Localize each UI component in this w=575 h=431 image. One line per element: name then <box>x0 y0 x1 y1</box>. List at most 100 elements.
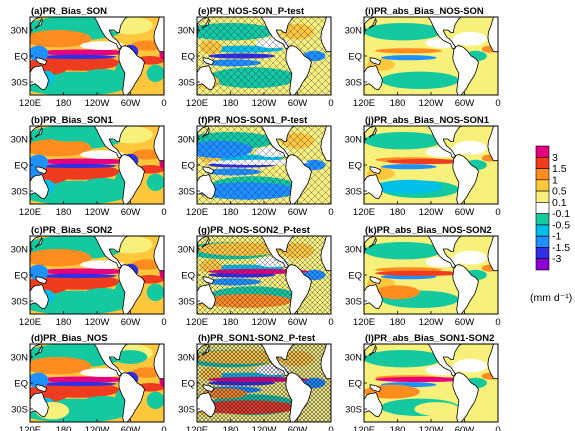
x-tick-label: 60W <box>121 98 141 109</box>
colorbar-label: 1 <box>552 174 558 186</box>
y-tick-label: 30N <box>11 26 29 37</box>
x-tick-label: 120E <box>353 425 375 431</box>
y-tick-label: 30S <box>178 78 195 89</box>
precip-field <box>364 344 498 422</box>
field-patch <box>375 285 420 300</box>
precip-field <box>364 17 498 95</box>
x-tick-label: 120W <box>419 98 444 109</box>
y-tick-label: EQ <box>181 161 195 172</box>
x-tick-label: 0 <box>495 425 500 431</box>
y-tick-label: 30S <box>178 187 195 198</box>
y-tick-label: EQ <box>14 161 28 172</box>
y-tick-label: 30N <box>345 353 363 364</box>
panel-title: (l)PR_abs_Bias_SON1-SON2 <box>365 333 494 344</box>
x-tick-label: 0 <box>328 317 333 328</box>
field-patch <box>80 396 125 414</box>
x-tick-label: 180 <box>390 207 406 218</box>
land-mask <box>30 126 164 204</box>
x-tick-label: 120E <box>186 98 208 109</box>
y-tick-label: 30N <box>11 135 29 146</box>
y-tick-label: EQ <box>14 379 28 390</box>
colorbar-segment <box>535 213 550 226</box>
x-tick-label: 120W <box>419 317 444 328</box>
y-tick-label: 30N <box>178 245 196 256</box>
x-tick-label: 120E <box>186 317 208 328</box>
x-tick-label: 180 <box>56 98 72 109</box>
y-tick-label: 30S <box>11 297 28 308</box>
colorbar-segment <box>535 156 550 169</box>
land-mask <box>364 17 498 95</box>
panel-title: (d)PR_Bias_NOS <box>31 333 108 344</box>
field-patch <box>386 158 465 165</box>
x-tick-label: 180 <box>390 425 406 431</box>
x-tick-label: 120E <box>19 207 41 218</box>
x-tick-label: 120E <box>19 317 41 328</box>
y-tick-label: EQ <box>348 161 362 172</box>
field-patch <box>146 283 164 301</box>
field-patch <box>375 179 443 194</box>
field-patch <box>375 270 465 276</box>
y-tick-label: EQ <box>14 271 28 282</box>
field-patch <box>453 250 487 265</box>
x-tick-label: 120W <box>419 207 444 218</box>
colorbar-segment <box>535 179 550 192</box>
field-patch <box>380 55 437 61</box>
x-tick-label: 120W <box>419 425 444 431</box>
precip-field <box>30 344 164 422</box>
land-mask <box>30 17 164 95</box>
x-tick-label: 60W <box>121 207 141 218</box>
x-tick-label: 120E <box>19 425 41 431</box>
colorbar-segment <box>535 168 550 181</box>
x-tick-label: 180 <box>223 425 239 431</box>
panel-title: (e)PR_NOS-SON_P-test <box>198 6 305 17</box>
colorbar-unit: (mm d⁻¹) <box>530 292 572 304</box>
y-tick-label: EQ <box>181 379 195 390</box>
field-patch <box>80 69 125 87</box>
precip-field <box>197 126 331 204</box>
y-tick-label: 30S <box>11 187 28 198</box>
land-mask <box>197 126 331 204</box>
precip-field <box>197 236 331 314</box>
x-tick-label: 180 <box>223 207 239 218</box>
x-tick-label: 180 <box>223 317 239 328</box>
precip-field <box>30 17 164 95</box>
x-tick-label: 120E <box>186 425 208 431</box>
land-mask <box>30 344 164 422</box>
x-tick-label: 180 <box>390 317 406 328</box>
y-tick-label: 30N <box>345 26 363 37</box>
significance-hatching <box>197 344 331 422</box>
y-tick-label: 30S <box>345 78 362 89</box>
x-tick-label: 0 <box>495 207 500 218</box>
y-tick-label: EQ <box>181 52 195 63</box>
y-tick-label: EQ <box>348 379 362 390</box>
field-patch <box>30 45 49 62</box>
y-tick-label: EQ <box>348 271 362 282</box>
colorbar-segment <box>535 202 550 214</box>
x-tick-label: 0 <box>161 425 166 431</box>
land-mask <box>197 236 331 314</box>
x-tick-label: 60W <box>455 207 475 218</box>
y-tick-label: 30N <box>345 135 363 146</box>
x-tick-label: 180 <box>56 317 72 328</box>
field-patch <box>30 372 49 389</box>
y-tick-label: 30N <box>11 353 29 364</box>
y-tick-label: 30N <box>178 353 196 364</box>
panel-title: (b)PR_Bias_SON1 <box>31 115 114 126</box>
x-tick-label: 120E <box>353 207 375 218</box>
x-tick-label: 180 <box>223 98 239 109</box>
panel-title: (g)PR_NOS-SON2_P-test <box>198 225 311 236</box>
colorbar-segment <box>535 235 550 248</box>
colorbar: 31.510.50.1-0.1-0.5-1-1.5-3 (mm d⁻¹) <box>530 145 572 304</box>
precip-field <box>197 17 331 95</box>
significance-hatching <box>197 17 331 95</box>
x-tick-label: 60W <box>288 425 308 431</box>
field-patch <box>35 268 131 275</box>
field-patch <box>80 41 125 50</box>
colorbar-label: -1 <box>552 231 561 243</box>
field-patch <box>414 402 459 416</box>
